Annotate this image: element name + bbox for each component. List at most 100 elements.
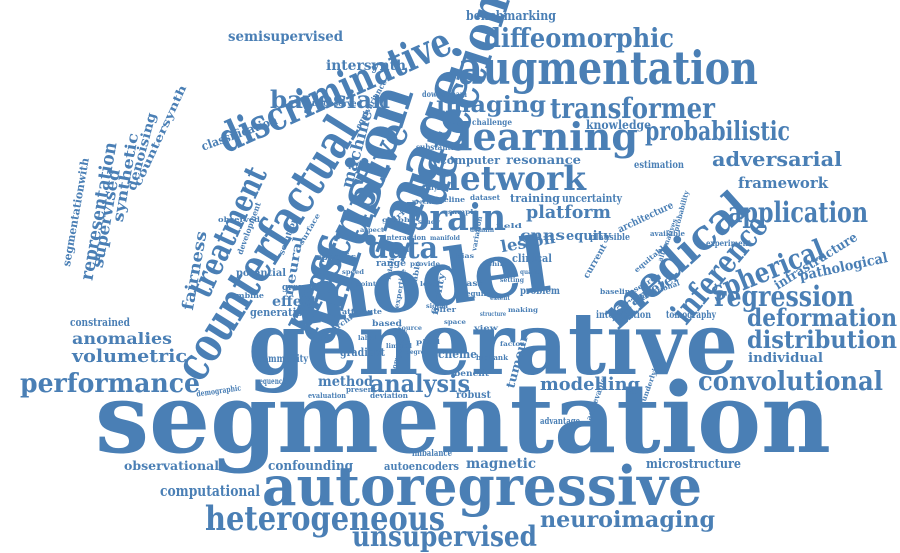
word: dataset bbox=[470, 193, 501, 202]
word: convolutional bbox=[698, 367, 883, 397]
word: probabilistic bbox=[645, 117, 790, 147]
word: offer bbox=[434, 305, 456, 314]
word: cnns bbox=[520, 228, 565, 244]
word: provide bbox=[410, 261, 440, 268]
word: heterogeneous bbox=[205, 499, 445, 539]
word: source bbox=[398, 325, 422, 332]
word: adversarial bbox=[712, 147, 842, 171]
word: attribute bbox=[342, 307, 383, 316]
word: network bbox=[436, 159, 587, 199]
word: plausible bbox=[590, 233, 630, 243]
word: challenge bbox=[472, 117, 512, 127]
word: require bbox=[462, 289, 493, 298]
word: performance bbox=[20, 369, 200, 399]
word: equity bbox=[566, 229, 611, 244]
word: computer bbox=[440, 154, 500, 167]
word: bias bbox=[456, 253, 475, 260]
word: training bbox=[510, 192, 560, 205]
word: potential bbox=[236, 268, 286, 279]
word: structure bbox=[480, 311, 506, 318]
word: extent bbox=[490, 295, 510, 302]
word: segmentation bbox=[95, 362, 831, 475]
word: combine bbox=[226, 291, 265, 300]
word: quality bbox=[520, 269, 542, 276]
word: space bbox=[444, 319, 466, 326]
word: anomalies bbox=[72, 329, 172, 348]
word: autoencoders bbox=[384, 460, 459, 473]
word: deformation bbox=[747, 303, 897, 332]
word: gradient bbox=[340, 346, 386, 359]
word: sequence bbox=[256, 376, 286, 386]
word: brain bbox=[406, 197, 506, 239]
word: estimation bbox=[634, 160, 685, 171]
word: intersynth bbox=[326, 58, 406, 74]
word: evaluation bbox=[308, 391, 346, 400]
word: speed bbox=[342, 269, 365, 276]
word: setting bbox=[500, 277, 525, 284]
word: specific bbox=[316, 253, 357, 263]
word: benefit bbox=[454, 368, 489, 378]
word: pixel bbox=[416, 339, 441, 346]
word: effect bbox=[272, 294, 318, 310]
word: level bbox=[420, 281, 441, 288]
word: available bbox=[650, 229, 686, 238]
word: bayesian bbox=[270, 85, 390, 114]
word: limited bbox=[386, 343, 413, 350]
word: baseline bbox=[600, 287, 636, 296]
word: scheme bbox=[432, 348, 477, 361]
word: observed bbox=[218, 215, 260, 224]
word: deviation bbox=[370, 391, 408, 400]
word: benchmarking bbox=[466, 9, 556, 24]
word: confounding bbox=[268, 459, 353, 474]
word: framework bbox=[738, 174, 829, 192]
word: aspect bbox=[360, 227, 384, 234]
word: uncertainty bbox=[562, 192, 622, 205]
word: based bbox=[372, 318, 402, 328]
word: making bbox=[508, 307, 539, 314]
word: distribution bbox=[747, 325, 897, 354]
word: problem bbox=[520, 286, 560, 297]
word: result bbox=[392, 247, 412, 254]
word: generation bbox=[250, 306, 310, 319]
word: resonance bbox=[506, 153, 581, 167]
word: application bbox=[728, 196, 868, 229]
word: transformer bbox=[550, 92, 716, 125]
word: tomography bbox=[666, 310, 717, 321]
word: magnetic bbox=[466, 456, 536, 472]
word: shift bbox=[488, 261, 506, 268]
word: ground bbox=[282, 283, 318, 293]
word: real bbox=[436, 263, 454, 272]
word: graph bbox=[382, 217, 411, 224]
word: domain bbox=[470, 227, 495, 234]
word: task bbox=[462, 278, 485, 288]
word: downstream bbox=[422, 89, 467, 99]
word: degree bbox=[406, 349, 428, 356]
word: modelling bbox=[540, 374, 640, 395]
word: interaction bbox=[384, 233, 426, 242]
word: neuroimaging bbox=[540, 507, 715, 533]
word: diffeomorphic bbox=[484, 24, 674, 54]
word: pipeline bbox=[430, 195, 466, 204]
word: point bbox=[356, 281, 376, 288]
word: method bbox=[318, 374, 373, 390]
word: augmentation bbox=[458, 41, 758, 95]
word: semisupervised bbox=[228, 29, 343, 45]
word: precision bbox=[412, 199, 443, 206]
word: intervention bbox=[596, 310, 652, 321]
word: volumetric bbox=[71, 346, 187, 367]
word: current bbox=[582, 242, 610, 281]
word: label bbox=[358, 335, 377, 342]
word: factor bbox=[500, 341, 525, 348]
word: signal bbox=[426, 303, 449, 310]
word: imaging bbox=[436, 92, 546, 118]
word: unobserved bbox=[312, 98, 362, 108]
word: data bbox=[368, 231, 438, 266]
word: substantial bbox=[416, 142, 461, 152]
word: regression bbox=[714, 280, 854, 313]
word: analysis bbox=[370, 369, 470, 398]
word: knowledge bbox=[586, 118, 651, 132]
word: learning bbox=[458, 114, 638, 159]
word: microstructure bbox=[646, 457, 741, 472]
word: imbalance bbox=[412, 449, 452, 459]
